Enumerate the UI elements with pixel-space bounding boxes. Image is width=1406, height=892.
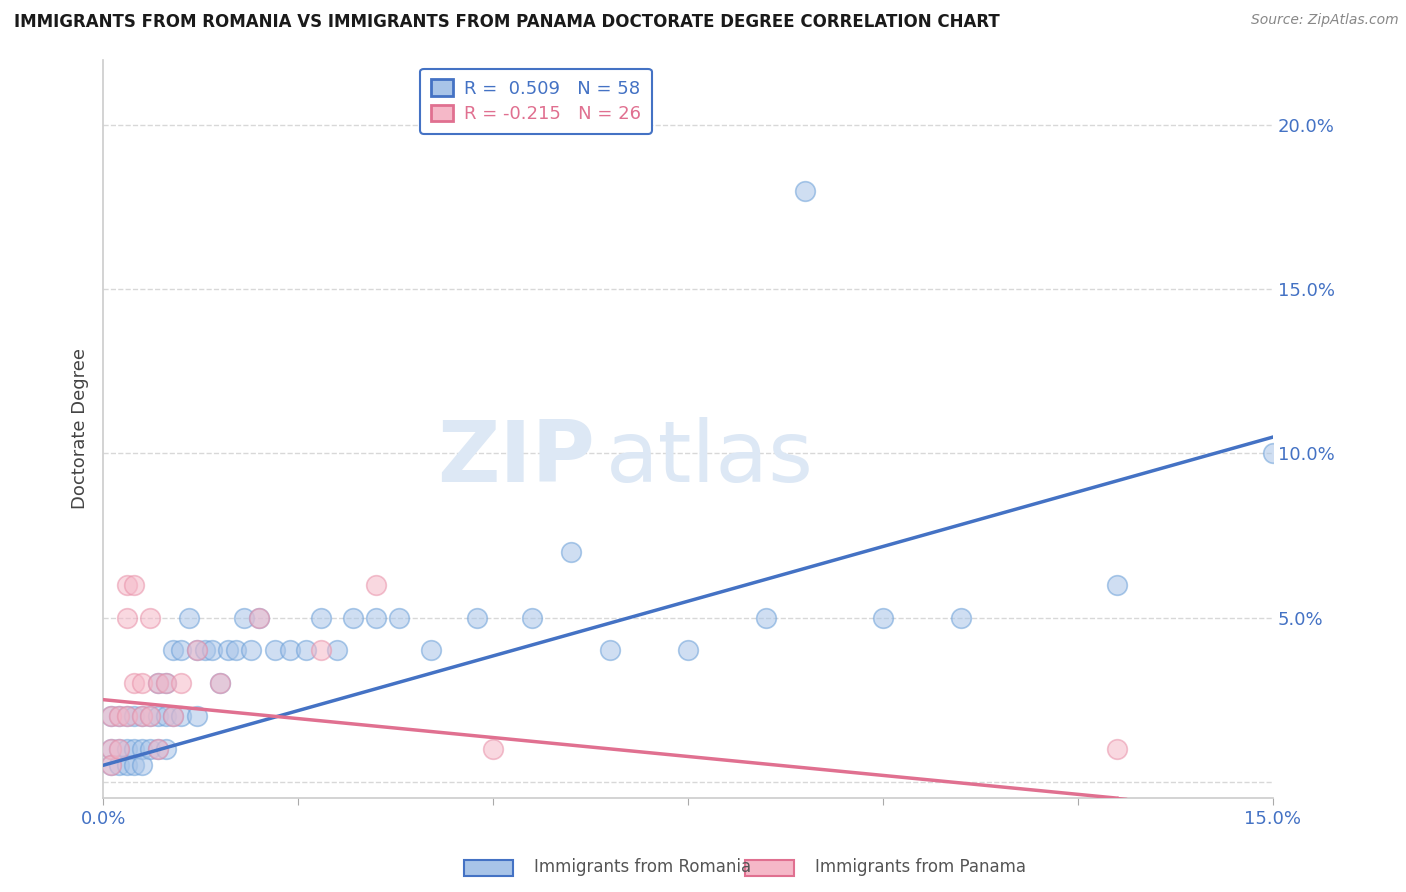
Point bbox=[217, 643, 239, 657]
Point bbox=[755, 610, 778, 624]
Point bbox=[295, 643, 318, 657]
Point bbox=[311, 610, 333, 624]
Point bbox=[247, 610, 270, 624]
Point bbox=[115, 709, 138, 723]
Point bbox=[124, 578, 146, 592]
Point bbox=[209, 676, 232, 690]
Point bbox=[326, 643, 349, 657]
Point bbox=[115, 742, 138, 756]
Point bbox=[170, 643, 193, 657]
Point bbox=[599, 643, 621, 657]
Point bbox=[100, 758, 122, 772]
Point bbox=[209, 676, 232, 690]
Point bbox=[311, 643, 333, 657]
Point bbox=[225, 643, 247, 657]
Point bbox=[146, 676, 169, 690]
Point bbox=[193, 643, 215, 657]
Point bbox=[240, 643, 263, 657]
Point bbox=[1261, 446, 1284, 460]
Point bbox=[100, 758, 122, 772]
Point bbox=[139, 709, 162, 723]
Text: Immigrants from Romania: Immigrants from Romania bbox=[534, 858, 751, 876]
Point bbox=[278, 643, 301, 657]
Point bbox=[100, 742, 122, 756]
Point bbox=[107, 758, 129, 772]
Point bbox=[177, 610, 200, 624]
Point bbox=[1105, 578, 1128, 592]
Point bbox=[124, 676, 146, 690]
Point bbox=[107, 709, 129, 723]
Point bbox=[155, 676, 177, 690]
Point bbox=[186, 643, 208, 657]
Text: Immigrants from Panama: Immigrants from Panama bbox=[815, 858, 1026, 876]
Text: IMMIGRANTS FROM ROMANIA VS IMMIGRANTS FROM PANAMA DOCTORATE DEGREE CORRELATION C: IMMIGRANTS FROM ROMANIA VS IMMIGRANTS FR… bbox=[14, 13, 1000, 31]
Point bbox=[388, 610, 411, 624]
Point bbox=[467, 610, 489, 624]
Text: Source: ZipAtlas.com: Source: ZipAtlas.com bbox=[1251, 13, 1399, 28]
Legend: R =  0.509   N = 58, R = -0.215   N = 26: R = 0.509 N = 58, R = -0.215 N = 26 bbox=[420, 69, 651, 134]
Point bbox=[949, 610, 972, 624]
Point bbox=[419, 643, 441, 657]
Point bbox=[560, 545, 582, 559]
Point bbox=[100, 709, 122, 723]
Point bbox=[139, 610, 162, 624]
Point bbox=[100, 709, 122, 723]
Y-axis label: Doctorate Degree: Doctorate Degree bbox=[72, 349, 89, 509]
Point bbox=[872, 610, 894, 624]
Point bbox=[131, 758, 153, 772]
Point bbox=[162, 709, 184, 723]
Point bbox=[364, 578, 387, 592]
Point bbox=[155, 676, 177, 690]
Point bbox=[131, 709, 153, 723]
Point bbox=[131, 676, 153, 690]
Point bbox=[115, 578, 138, 592]
Point bbox=[162, 643, 184, 657]
Point bbox=[146, 676, 169, 690]
Point bbox=[263, 643, 285, 657]
Point bbox=[131, 709, 153, 723]
Point bbox=[1105, 742, 1128, 756]
Point bbox=[100, 742, 122, 756]
Point bbox=[482, 742, 505, 756]
Point bbox=[201, 643, 224, 657]
Point bbox=[170, 709, 193, 723]
Text: ZIP: ZIP bbox=[437, 417, 595, 500]
Point bbox=[186, 643, 208, 657]
Point bbox=[124, 758, 146, 772]
Point bbox=[107, 709, 129, 723]
Point bbox=[155, 742, 177, 756]
Point bbox=[146, 742, 169, 756]
Point bbox=[794, 184, 817, 198]
Point bbox=[155, 709, 177, 723]
Point bbox=[139, 742, 162, 756]
Point bbox=[232, 610, 254, 624]
Point bbox=[107, 742, 129, 756]
Point bbox=[162, 709, 184, 723]
Point bbox=[676, 643, 699, 657]
Text: atlas: atlas bbox=[606, 417, 814, 500]
Point bbox=[342, 610, 364, 624]
Point bbox=[146, 709, 169, 723]
Point bbox=[124, 709, 146, 723]
Point bbox=[139, 709, 162, 723]
Point bbox=[170, 676, 193, 690]
Point bbox=[115, 758, 138, 772]
Point bbox=[131, 742, 153, 756]
Point bbox=[364, 610, 387, 624]
Point bbox=[124, 742, 146, 756]
Point bbox=[186, 709, 208, 723]
Point bbox=[115, 709, 138, 723]
Point bbox=[520, 610, 543, 624]
Point bbox=[146, 742, 169, 756]
Point bbox=[107, 742, 129, 756]
Point bbox=[247, 610, 270, 624]
Point bbox=[115, 610, 138, 624]
